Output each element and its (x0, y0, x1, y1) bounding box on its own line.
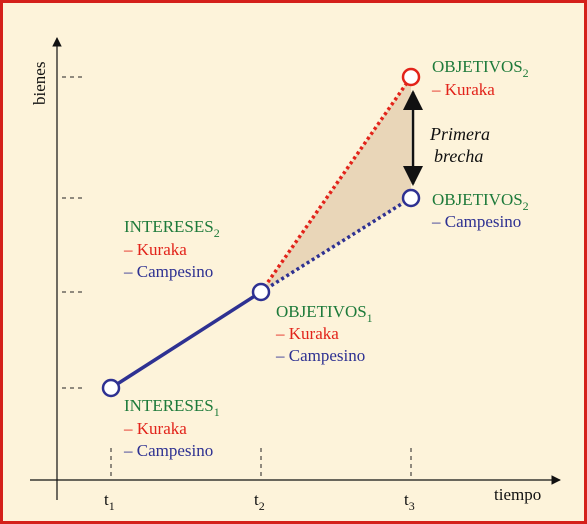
node-item: – Kuraka (123, 240, 187, 259)
node-title: INTERESES1 (124, 396, 220, 419)
node-item: – Campesino (123, 441, 213, 460)
node-item: – Kuraka (431, 80, 495, 99)
node-item: – Kuraka (275, 324, 339, 343)
node-item: – Campesino (123, 262, 213, 281)
node-item: – Kuraka (123, 419, 187, 438)
node-point (251, 282, 271, 302)
node-sub: 1 (367, 311, 373, 325)
y-guides (62, 76, 412, 478)
x-tick: t3 (404, 490, 415, 513)
node-label: OBJETIVOS (432, 190, 523, 209)
node-title: OBJETIVOS2 (432, 57, 529, 80)
node-label: OBJETIVOS (276, 302, 367, 321)
node-item: – Campesino (275, 346, 365, 365)
tick-label: t (254, 490, 259, 509)
node-label: OBJETIVOS (432, 57, 523, 76)
tick-sub: 2 (259, 499, 265, 513)
gap-label: brecha (434, 146, 483, 166)
node-title: OBJETIVOS2 (432, 190, 529, 213)
node-label: INTERESES (124, 217, 214, 236)
gap-area (261, 77, 411, 292)
x-tick: t1 (104, 490, 115, 513)
node-point (401, 67, 421, 87)
path-kuraka (259, 75, 413, 294)
y-axis-label: bienes (30, 62, 49, 105)
node-sub: 2 (214, 226, 220, 240)
node-sub: 2 (523, 199, 529, 213)
tick-sub: 1 (109, 499, 115, 513)
path-solid (110, 290, 262, 390)
node-title: INTERESES2 (124, 217, 220, 240)
tick-label: t (404, 490, 409, 509)
node-point (401, 188, 421, 208)
node-sub: 1 (214, 405, 220, 419)
node-title: OBJETIVOS1 (276, 302, 373, 325)
gap-label: Primera (429, 124, 490, 144)
node-point (101, 378, 121, 398)
node-label: INTERESES (124, 396, 214, 415)
tick-sub: 3 (409, 499, 415, 513)
x-tick: t2 (254, 490, 265, 513)
tick-label: t (104, 490, 109, 509)
node-item: – Campesino (431, 212, 521, 231)
node-sub: 2 (523, 66, 529, 80)
x-axis-label: tiempo (494, 485, 541, 504)
